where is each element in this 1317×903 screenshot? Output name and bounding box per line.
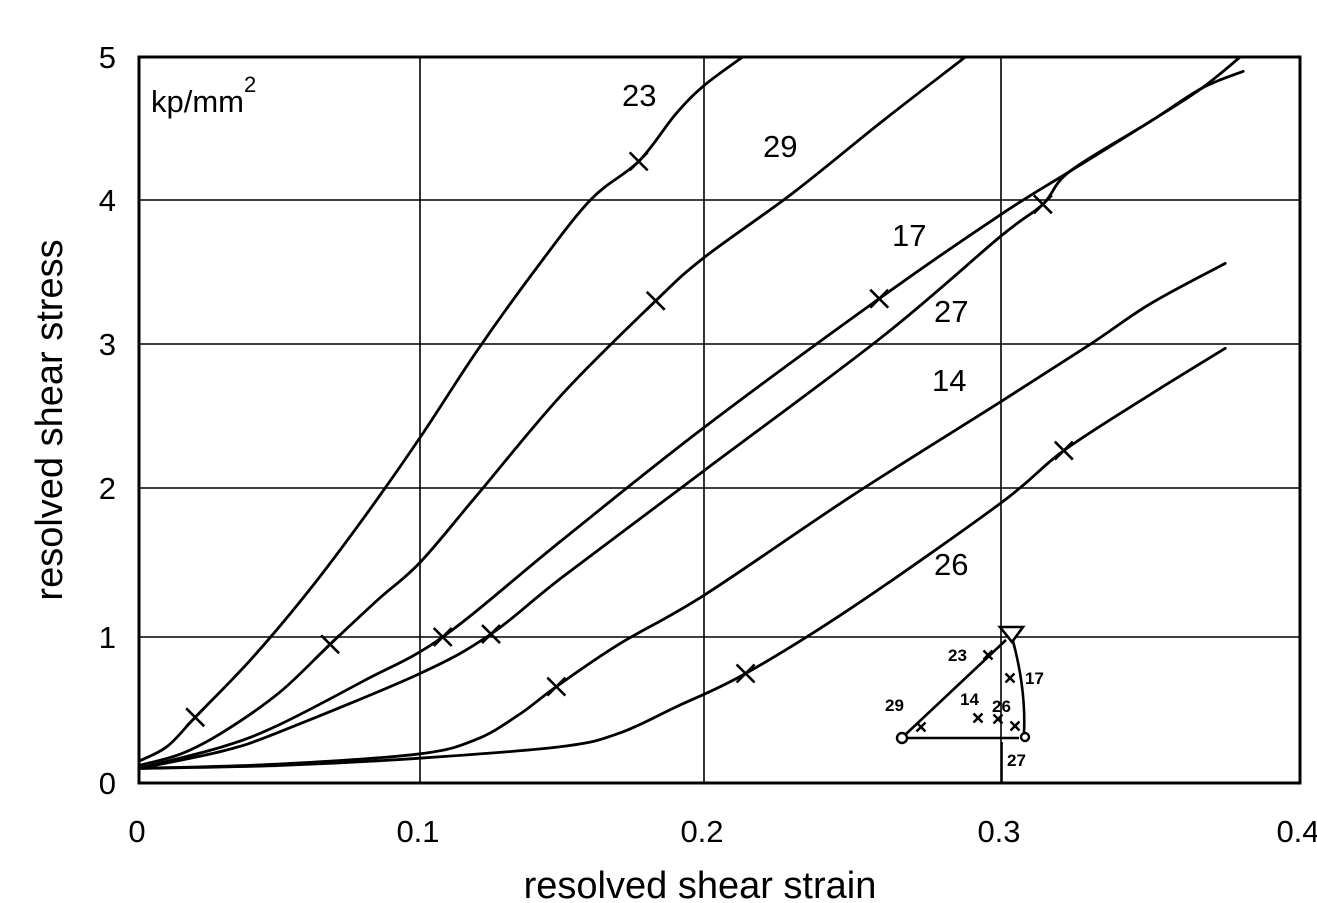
y-tick-label: 0 <box>99 766 116 801</box>
curve-27 <box>137 55 1242 770</box>
inset-edge-arc <box>1011 640 1026 734</box>
inset-corner-circle-left <box>895 731 909 745</box>
x-tick-label: 0 <box>128 814 145 849</box>
y-tick-label: 5 <box>99 40 116 75</box>
inset-label-26: 26 <box>992 697 1011 716</box>
curve-marker-x-14 <box>546 676 567 697</box>
curve-marker-x-26 <box>735 663 756 684</box>
y-axis-label: resolved shear stress <box>29 239 71 600</box>
plot-frame <box>137 55 1302 785</box>
x-axis-label: resolved shear strain <box>524 865 877 903</box>
y-tick-labels: 0 1 2 3 4 5 <box>99 40 116 801</box>
inset-orientation-marker <box>992 713 1004 725</box>
y-tick-label: 1 <box>99 620 116 655</box>
x-tick-label: 0.1 <box>396 814 439 849</box>
y-tick-label: 4 <box>99 183 116 218</box>
curve-markers <box>185 151 1074 728</box>
inset-orientation-marker <box>972 712 984 724</box>
curve-labels: 23 29 17 27 14 26 <box>622 78 968 582</box>
y-tick-label: 3 <box>99 327 116 362</box>
curve-marker-x-27 <box>481 624 501 644</box>
curve-label-23: 23 <box>622 78 656 113</box>
grid <box>139 57 1300 783</box>
inset-corner-circle-right <box>1019 731 1031 743</box>
curve-17 <box>137 69 1245 770</box>
curve-label-26: 26 <box>934 547 968 582</box>
inset-label-27: 27 <box>1007 751 1026 770</box>
x-tick-label: 0.4 <box>1276 814 1317 849</box>
stereographic-triangle-inset: 23 17 29 14 26 27 <box>885 625 1044 783</box>
curve-marker-x-23 <box>185 707 206 728</box>
curve-23 <box>137 55 745 763</box>
curve-marker-x-26 <box>1053 440 1074 461</box>
curve-29 <box>137 55 967 767</box>
x-tick-label: 0.3 <box>977 814 1020 849</box>
inset-label-23: 23 <box>948 646 967 665</box>
curve-label-17: 17 <box>892 218 926 253</box>
curve-marker-x-29 <box>645 290 666 311</box>
curve-marker-x-17 <box>869 288 890 309</box>
curve-14 <box>137 261 1227 770</box>
inset-orientation-marker <box>1004 672 1016 684</box>
inset-label-29: 29 <box>885 696 904 715</box>
inset-label-17: 17 <box>1025 669 1044 688</box>
curve-marker-x-23 <box>628 151 649 172</box>
curve-label-27: 27 <box>934 294 968 329</box>
inset-orientation-marker <box>915 721 927 733</box>
inset-orientation-marker <box>982 649 994 661</box>
y-tick-label: 2 <box>99 471 116 506</box>
inset-label-14: 14 <box>960 690 979 709</box>
inset-triangle-marker <box>997 625 1026 645</box>
inset-orientation-marker <box>1009 720 1021 732</box>
curve-26 <box>137 346 1227 770</box>
curve-marker-x-29 <box>320 634 340 655</box>
curve-label-14: 14 <box>932 363 966 398</box>
curve-marker-x-27 <box>1032 194 1053 215</box>
curves <box>137 55 1245 770</box>
curve-marker-x-17 <box>432 627 453 647</box>
x-tick-label: 0.2 <box>680 814 723 849</box>
unit-label: kp/mm2 <box>151 72 256 119</box>
x-tick-labels: 0 0.1 0.2 0.3 0.4 <box>128 814 1317 849</box>
curve-label-29: 29 <box>763 129 797 164</box>
